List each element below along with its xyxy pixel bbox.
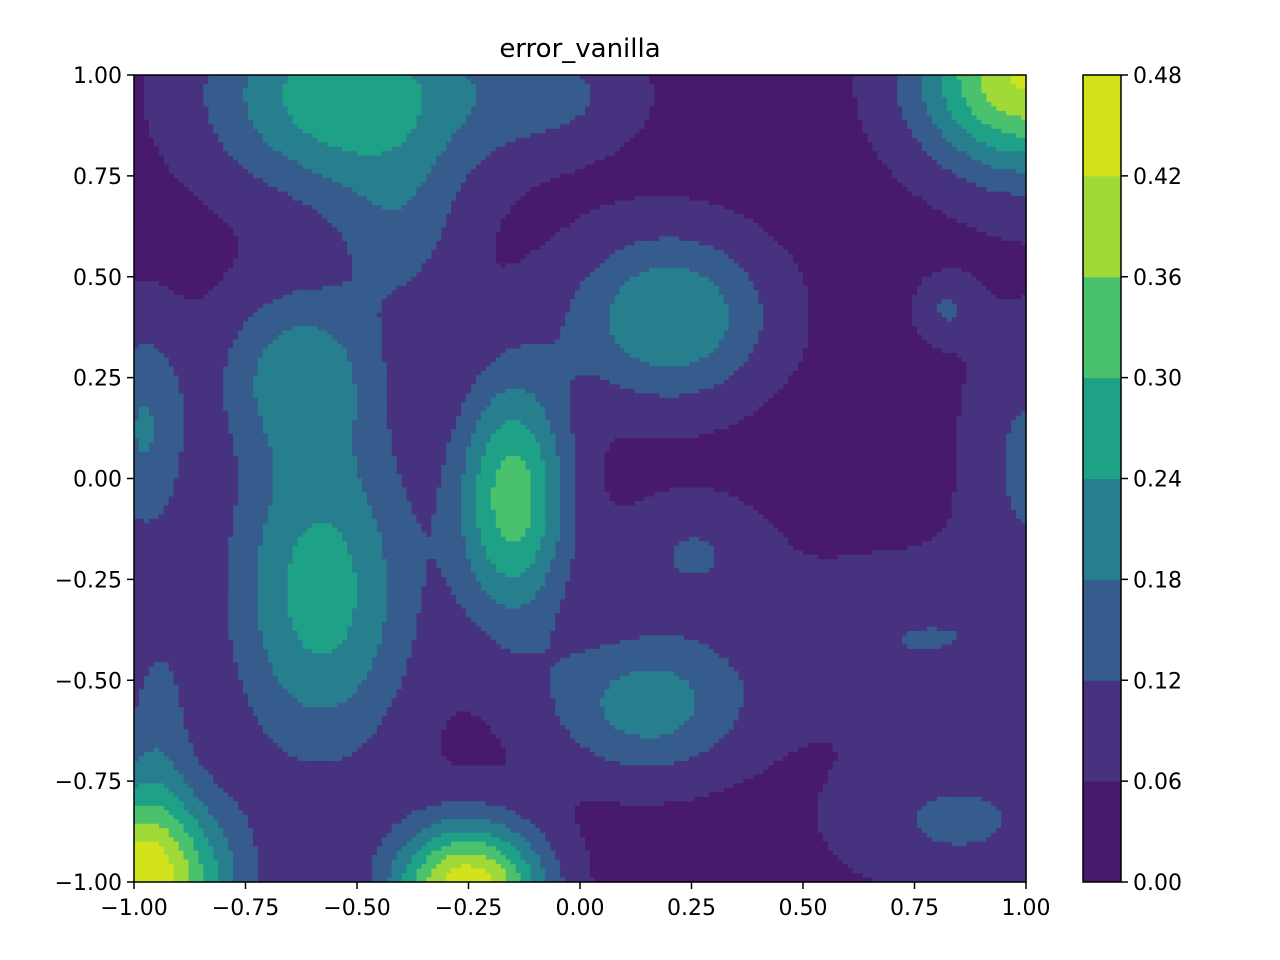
colorbar-tick-label: 0.12 [1133, 669, 1182, 694]
y-tick-label: −0.50 [55, 669, 122, 694]
y-tick-label: 0.00 [73, 468, 122, 493]
colorbar: 0.00 0.06 0.12 0.18 0.24 0.30 0.36 0.42 0.48 [1083, 64, 1182, 896]
colorbar-tick-label: 0.48 [1133, 64, 1182, 89]
colorbar-band [1083, 781, 1121, 882]
colorbar-band [1083, 579, 1121, 680]
y-tick-label: 0.50 [73, 266, 122, 291]
chart-title: error_vanilla [499, 34, 660, 64]
colorbar-tick-label: 0.42 [1133, 165, 1182, 190]
y-tick-label: 0.25 [73, 367, 122, 392]
x-tick-label: 0.50 [779, 896, 828, 921]
colorbar-tick-label: 0.06 [1133, 770, 1182, 795]
x-tick-label: 0.25 [667, 896, 716, 921]
x-tick-label: −0.50 [323, 896, 390, 921]
y-tick-label: 0.75 [73, 165, 122, 190]
x-tick-label: −1.00 [100, 896, 167, 921]
y-tick-label: 1.00 [73, 64, 122, 89]
y-tick-label: −0.75 [55, 770, 122, 795]
contour-fill [134, 75, 1027, 883]
x-tick-label: 0.75 [890, 896, 939, 921]
y-tick-label: −0.25 [55, 568, 122, 593]
x-tick-label: −0.25 [435, 896, 502, 921]
y-tick-label: −1.00 [55, 871, 122, 896]
colorbar-band [1083, 176, 1121, 277]
x-tick-label: −0.75 [212, 896, 279, 921]
colorbar-tick-label: 0.36 [1133, 266, 1182, 291]
x-tick-label: 0.00 [556, 896, 605, 921]
colorbar-tick-label: 0.24 [1133, 468, 1182, 493]
colorbar-band [1083, 479, 1121, 580]
colorbar-tick-label: 0.18 [1133, 568, 1182, 593]
colorbar-tick-label: 0.00 [1133, 871, 1182, 896]
contour-plot-area [134, 75, 1027, 883]
colorbar-tick-label: 0.30 [1133, 367, 1182, 392]
colorbar-band [1083, 277, 1121, 378]
colorbar-band [1083, 378, 1121, 479]
x-tick-label: 1.00 [1002, 896, 1051, 921]
colorbar-band [1083, 680, 1121, 781]
colorbar-band [1083, 75, 1121, 176]
